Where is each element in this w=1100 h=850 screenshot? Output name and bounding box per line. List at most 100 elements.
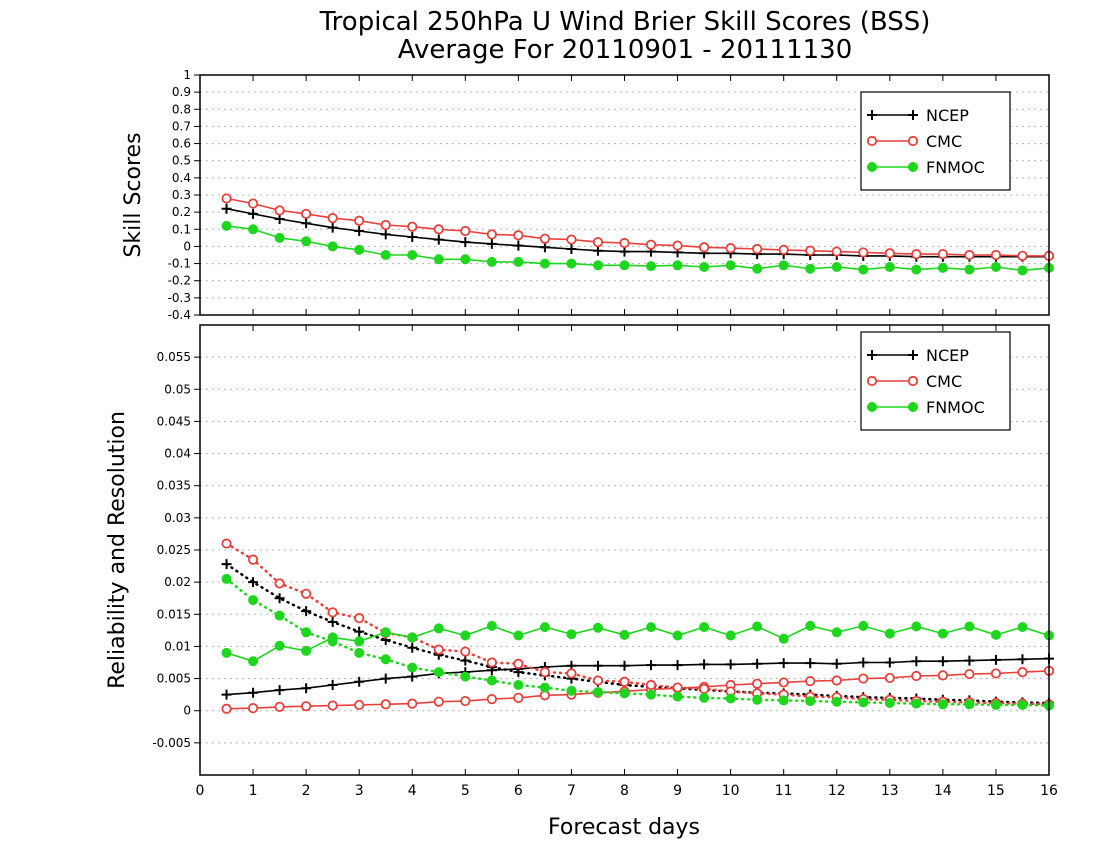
data-point bbox=[592, 660, 603, 671]
data-point bbox=[486, 675, 497, 686]
data-point bbox=[380, 673, 391, 684]
legend-label: CMC bbox=[926, 132, 962, 151]
x-tick-label: 2 bbox=[302, 783, 311, 799]
data-point bbox=[1017, 699, 1028, 710]
data-point bbox=[831, 246, 842, 257]
series-line bbox=[226, 670, 1050, 710]
data-point bbox=[778, 633, 789, 644]
data-point bbox=[354, 636, 365, 647]
data-point bbox=[486, 657, 497, 668]
x-tick-label: 12 bbox=[828, 783, 846, 799]
data-point bbox=[221, 703, 232, 714]
data-point bbox=[778, 244, 789, 255]
data-point bbox=[884, 672, 895, 684]
panel-skill: -0.4 -0.3 -0.2 -0.1 0 0.1 0.2 0.3 0.4 0.5 0.6 0.7 0.… bbox=[168, 68, 1055, 322]
data-point bbox=[301, 683, 312, 694]
x-tick-label: 14 bbox=[934, 783, 952, 799]
chart-title-line1: Tropical 250hPa U Wind Brier Skill Score… bbox=[319, 7, 931, 37]
series-line bbox=[226, 657, 1050, 696]
data-point bbox=[354, 613, 365, 624]
data-point bbox=[407, 232, 418, 242]
data-point bbox=[964, 655, 975, 666]
legend-marker bbox=[907, 135, 919, 147]
y-tick-label: 0.01 bbox=[164, 639, 191, 653]
data-point bbox=[513, 680, 524, 690]
data-point bbox=[778, 658, 789, 669]
data-point bbox=[964, 621, 975, 632]
data-point bbox=[247, 554, 259, 565]
y-tick-label: 0 bbox=[183, 704, 191, 718]
data-point bbox=[911, 249, 922, 260]
data-point bbox=[274, 578, 285, 589]
data-point bbox=[645, 239, 657, 250]
data-point bbox=[566, 629, 577, 640]
x-tick-label: 16 bbox=[1040, 783, 1058, 799]
legend-marker bbox=[867, 162, 877, 172]
data-point bbox=[805, 676, 816, 687]
data-point bbox=[566, 234, 577, 245]
x-tick-label: 8 bbox=[620, 783, 629, 799]
data-point bbox=[990, 629, 1001, 640]
data-point bbox=[858, 657, 869, 668]
data-point bbox=[831, 658, 842, 669]
data-point bbox=[380, 229, 391, 240]
legend-label: FNMOC bbox=[926, 158, 985, 177]
data-point bbox=[460, 646, 471, 657]
data-point bbox=[513, 630, 524, 641]
legend: NCEP CMC FNMOC bbox=[860, 91, 1011, 191]
data-point bbox=[327, 241, 338, 252]
legend-marker bbox=[908, 402, 918, 412]
data-point bbox=[407, 662, 418, 673]
legend-label: NCEP bbox=[926, 106, 969, 125]
data-point bbox=[274, 214, 285, 224]
data-point bbox=[884, 657, 895, 668]
x-tick-label: 9 bbox=[673, 783, 682, 799]
data-point bbox=[619, 260, 630, 271]
data-point bbox=[327, 700, 338, 711]
data-point bbox=[619, 237, 630, 249]
data-point bbox=[327, 617, 338, 627]
data-point bbox=[301, 606, 312, 617]
data-point bbox=[805, 263, 816, 274]
data-point bbox=[831, 675, 842, 686]
data-point bbox=[699, 659, 710, 670]
series-line bbox=[226, 207, 1049, 258]
data-point bbox=[778, 695, 789, 706]
legend-marker bbox=[867, 402, 877, 412]
data-point bbox=[327, 222, 338, 233]
plot-frame bbox=[199, 74, 1050, 316]
series-ncep-dotted bbox=[221, 559, 1054, 708]
data-point bbox=[433, 254, 444, 265]
data-point bbox=[301, 236, 312, 247]
data-point bbox=[407, 632, 418, 643]
data-point bbox=[911, 621, 922, 632]
legend-marker bbox=[908, 350, 918, 360]
data-point bbox=[301, 645, 312, 656]
data-point bbox=[805, 620, 816, 631]
data-point bbox=[1017, 654, 1028, 665]
data-point bbox=[274, 701, 285, 712]
data-point bbox=[486, 694, 497, 705]
x-tick-label: 15 bbox=[987, 783, 1005, 799]
y-tick-label: 0.1 bbox=[172, 222, 191, 236]
data-point bbox=[672, 660, 683, 671]
series-cmc bbox=[221, 193, 1055, 261]
data-point bbox=[672, 682, 683, 693]
data-point bbox=[858, 673, 869, 684]
data-point bbox=[327, 213, 338, 224]
data-point bbox=[274, 232, 285, 243]
data-point bbox=[513, 658, 524, 669]
data-point bbox=[221, 559, 232, 570]
data-point bbox=[513, 240, 524, 251]
data-point bbox=[805, 696, 816, 707]
data-point bbox=[911, 670, 922, 682]
data-point bbox=[380, 699, 391, 710]
data-point bbox=[805, 658, 816, 669]
data-point bbox=[990, 249, 1002, 261]
data-point bbox=[301, 208, 312, 219]
y-tick-label: 0.4 bbox=[172, 171, 191, 185]
data-point bbox=[858, 697, 869, 708]
data-point bbox=[1017, 265, 1028, 276]
y-tick-label: 0.6 bbox=[172, 137, 191, 151]
data-point bbox=[407, 221, 418, 232]
